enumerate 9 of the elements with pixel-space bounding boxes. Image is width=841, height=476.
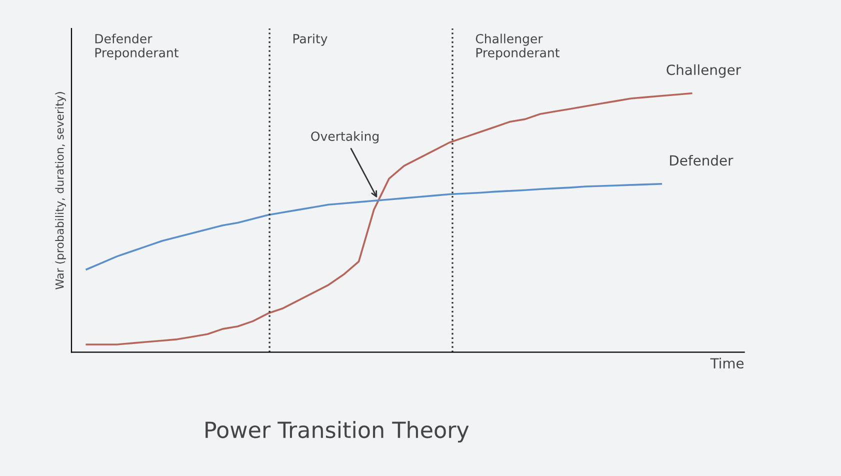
annotation: Overtaking (311, 131, 378, 144)
text: Defender Preponderant (95, 34, 178, 60)
text: Challenger Preponderant (476, 34, 560, 60)
text: Parity (293, 34, 328, 46)
text: Power Transition Theory (206, 421, 469, 443)
x-axis-title: Time (710, 358, 744, 369)
series-label: Defender (670, 154, 734, 166)
y-axis-title: War (probability, duration, severity) (55, 92, 66, 290)
series-label: Challenger (666, 64, 742, 78)
